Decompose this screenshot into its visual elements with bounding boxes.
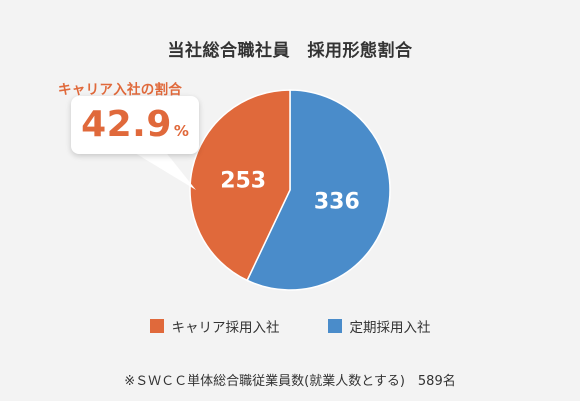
- legend-label-regular: 定期採用入社: [349, 320, 431, 336]
- legend-label-career: キャリア採用入社: [171, 320, 280, 336]
- legend-swatch-career: [149, 319, 164, 333]
- callout-value: 42.9%: [71, 104, 199, 145]
- legend-swatch-regular: [327, 319, 342, 333]
- pie-slice-career: [189, 89, 291, 282]
- chart-title: 当社総合職社員 採用形態割合: [167, 41, 413, 61]
- chart-legend: キャリア採用入社 定期採用入社: [0, 316, 580, 336]
- callout-percentage-number: 42.9: [81, 104, 172, 145]
- callout-bubble: 42.9%: [71, 96, 199, 154]
- callout-caption: キャリア入社の割合: [58, 82, 183, 98]
- pie-label-career: 253: [220, 168, 266, 193]
- legend-item-career: キャリア採用入社: [149, 316, 280, 336]
- pie-label-regular: 336: [314, 190, 360, 215]
- pie-slice-regular: [246, 89, 391, 291]
- legend-item-regular: 定期採用入社: [327, 316, 431, 336]
- footnote: ※ＳＷＣＣ単体総合職従業員数(就業人数とする) 589名: [124, 374, 456, 389]
- callout-pointer: [130, 150, 196, 190]
- callout-percentage-unit: %: [173, 122, 189, 140]
